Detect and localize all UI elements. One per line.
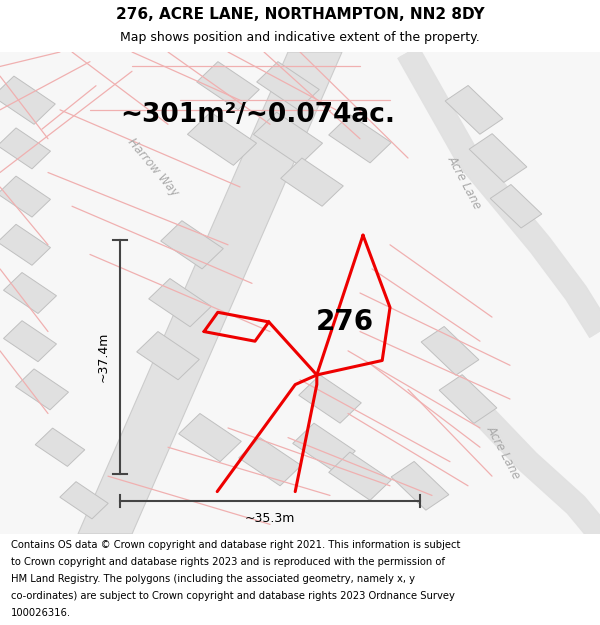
Bar [445, 86, 503, 134]
Bar [421, 326, 479, 375]
Bar [0, 224, 50, 265]
Text: ~301m²/~0.074ac.: ~301m²/~0.074ac. [120, 102, 395, 127]
Bar [329, 114, 391, 163]
Bar [137, 332, 199, 380]
Bar [299, 375, 361, 423]
Bar [187, 112, 257, 166]
Bar [239, 438, 301, 486]
Text: Acre Lane: Acre Lane [484, 423, 524, 481]
Bar [257, 62, 319, 110]
Text: 276, ACRE LANE, NORTHAMPTON, NN2 8DY: 276, ACRE LANE, NORTHAMPTON, NN2 8DY [116, 6, 484, 21]
Bar [0, 128, 50, 169]
Bar [60, 482, 108, 519]
Text: ~37.4m: ~37.4m [96, 332, 109, 382]
Bar [179, 414, 241, 462]
Text: ~35.3m: ~35.3m [245, 512, 295, 525]
Bar [0, 176, 50, 217]
Bar [161, 221, 223, 269]
Text: Contains OS data © Crown copyright and database right 2021. This information is : Contains OS data © Crown copyright and d… [11, 541, 460, 551]
Bar [469, 134, 527, 182]
Bar [253, 112, 323, 166]
Bar [197, 62, 259, 110]
Bar [149, 279, 211, 327]
Text: co-ordinates) are subject to Crown copyright and database rights 2023 Ordnance S: co-ordinates) are subject to Crown copyr… [11, 591, 455, 601]
Bar [4, 272, 56, 314]
Text: Acre Lane: Acre Lane [445, 153, 485, 211]
Bar [4, 321, 56, 362]
Polygon shape [78, 52, 342, 534]
Bar [281, 158, 343, 206]
Bar [0, 76, 55, 124]
Text: Harrow Way: Harrow Way [125, 136, 181, 199]
Text: Map shows position and indicative extent of the property.: Map shows position and indicative extent… [120, 31, 480, 44]
Bar [391, 461, 449, 510]
Text: 276: 276 [316, 308, 374, 336]
Text: HM Land Registry. The polygons (including the associated geometry, namely x, y: HM Land Registry. The polygons (includin… [11, 574, 415, 584]
Bar [35, 428, 85, 466]
Bar [293, 423, 355, 471]
Bar [16, 369, 68, 410]
Text: to Crown copyright and database rights 2023 and is reproduced with the permissio: to Crown copyright and database rights 2… [11, 558, 445, 568]
Bar [490, 184, 542, 228]
Bar [439, 374, 497, 423]
Text: 100026316.: 100026316. [11, 608, 71, 618]
Bar [329, 452, 391, 500]
